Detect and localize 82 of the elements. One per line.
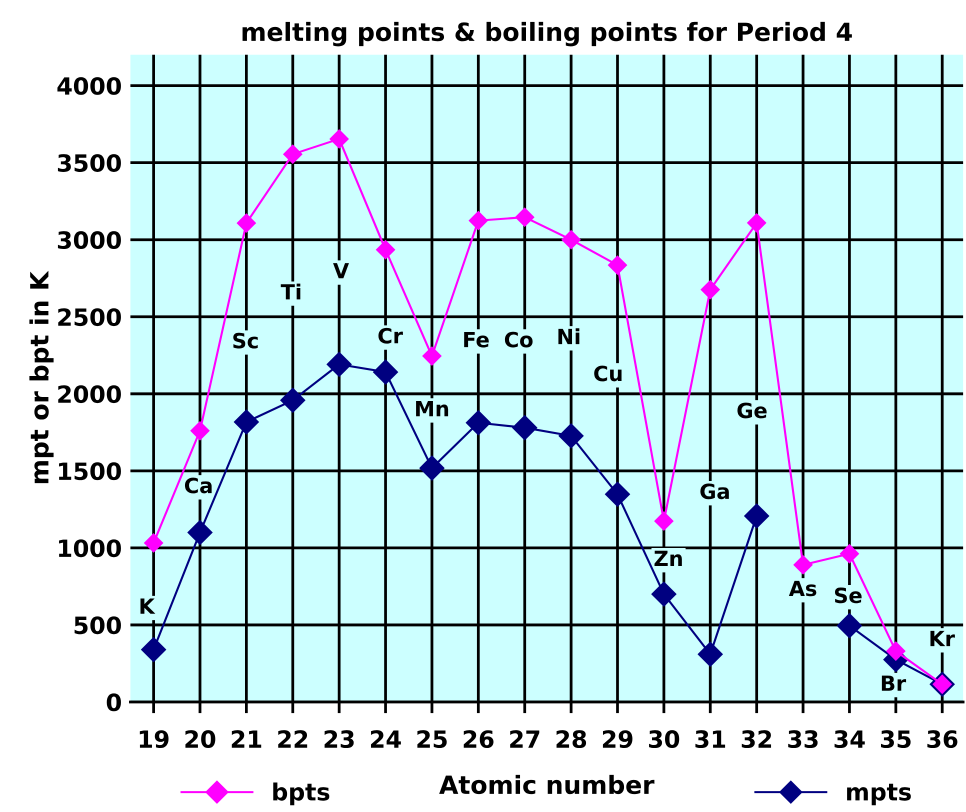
x-tick-label: 22 — [278, 730, 308, 748]
point — [608, 256, 628, 275]
point — [698, 642, 723, 667]
x-tick-label: 23 — [324, 730, 354, 748]
annotation: Sc — [233, 332, 258, 349]
x-tick-label: 27 — [510, 730, 540, 748]
point — [190, 421, 210, 440]
point — [326, 352, 352, 377]
legend-label: mpts — [847, 784, 911, 806]
x-tick-label: 32 — [742, 730, 772, 748]
y-tick-label: 500 — [74, 616, 121, 634]
point — [376, 240, 396, 260]
chart-title: melting points & boiling points for Period 4 — [242, 22, 852, 46]
y-tick-label: 2000 — [58, 385, 121, 404]
annotation: Ge — [737, 402, 767, 418]
point — [558, 423, 584, 448]
y-axis-title: mpt or bpt in K — [29, 270, 54, 484]
point — [422, 346, 442, 366]
point — [886, 642, 906, 661]
point — [283, 144, 302, 164]
point — [700, 280, 720, 300]
annotation: Zn — [654, 550, 682, 566]
annotation: Fe — [464, 332, 489, 348]
legend-label: bpts — [273, 782, 330, 806]
annotation: Se — [834, 587, 862, 604]
point — [466, 410, 491, 436]
point — [236, 214, 256, 233]
point — [512, 415, 538, 440]
annotation: Ti — [280, 284, 300, 300]
x-tick-label: 29 — [602, 730, 632, 748]
point — [280, 388, 306, 413]
point — [144, 533, 164, 552]
annotation: Ga — [700, 483, 729, 500]
x-tick-label: 35 — [880, 730, 911, 748]
x-tick-label: 19 — [140, 730, 169, 748]
x-tick-label: 24 — [370, 730, 401, 748]
x-tick-label: 21 — [232, 730, 262, 748]
x-tick-label: 26 — [464, 730, 494, 748]
annotation: K — [140, 598, 156, 614]
point — [794, 555, 813, 574]
annotation: Ca — [184, 478, 212, 494]
y-tick-label: 4000 — [57, 77, 121, 95]
annotation: Kr — [930, 630, 955, 646]
point — [840, 544, 859, 564]
point — [651, 582, 676, 607]
x-tick-label: 20 — [185, 730, 216, 748]
point — [141, 637, 166, 662]
point — [744, 504, 770, 528]
point — [562, 230, 581, 250]
point — [515, 208, 534, 227]
annotation: Co — [504, 332, 533, 348]
x-axis-title: Atomic number — [439, 774, 654, 794]
point — [188, 520, 212, 545]
point — [747, 213, 766, 232]
y-tick-label: 0 — [106, 693, 121, 712]
annotation: V — [333, 263, 349, 278]
point — [836, 613, 862, 638]
y-tick-label: 1500 — [59, 462, 121, 480]
annotation: Mn — [416, 401, 448, 416]
y-tick-label: 1000 — [59, 539, 121, 558]
x-tick-label: 33 — [788, 730, 818, 748]
x-tick-label: 34 — [834, 730, 865, 748]
y-tick-label: 3000 — [58, 231, 121, 250]
x-tick-label: 31 — [695, 730, 726, 748]
x-tick-label: 36 — [927, 730, 958, 748]
x-tick-label: 25 — [417, 730, 447, 748]
annotation: As — [788, 580, 816, 596]
point — [605, 482, 630, 507]
x-tick-label: 30 — [649, 730, 680, 748]
annotation: Cr — [378, 328, 403, 344]
point — [330, 129, 349, 148]
y-tick-label: 3500 — [58, 154, 121, 172]
point — [654, 512, 674, 531]
annotation: Br — [882, 676, 906, 691]
y-tick-label: 2500 — [58, 308, 121, 326]
point — [234, 410, 259, 434]
x-tick-label: 28 — [556, 730, 586, 748]
point — [419, 456, 444, 481]
point — [373, 360, 398, 385]
annotation: Ni — [558, 328, 580, 344]
point — [468, 211, 488, 230]
annotation: Cu — [594, 366, 622, 382]
